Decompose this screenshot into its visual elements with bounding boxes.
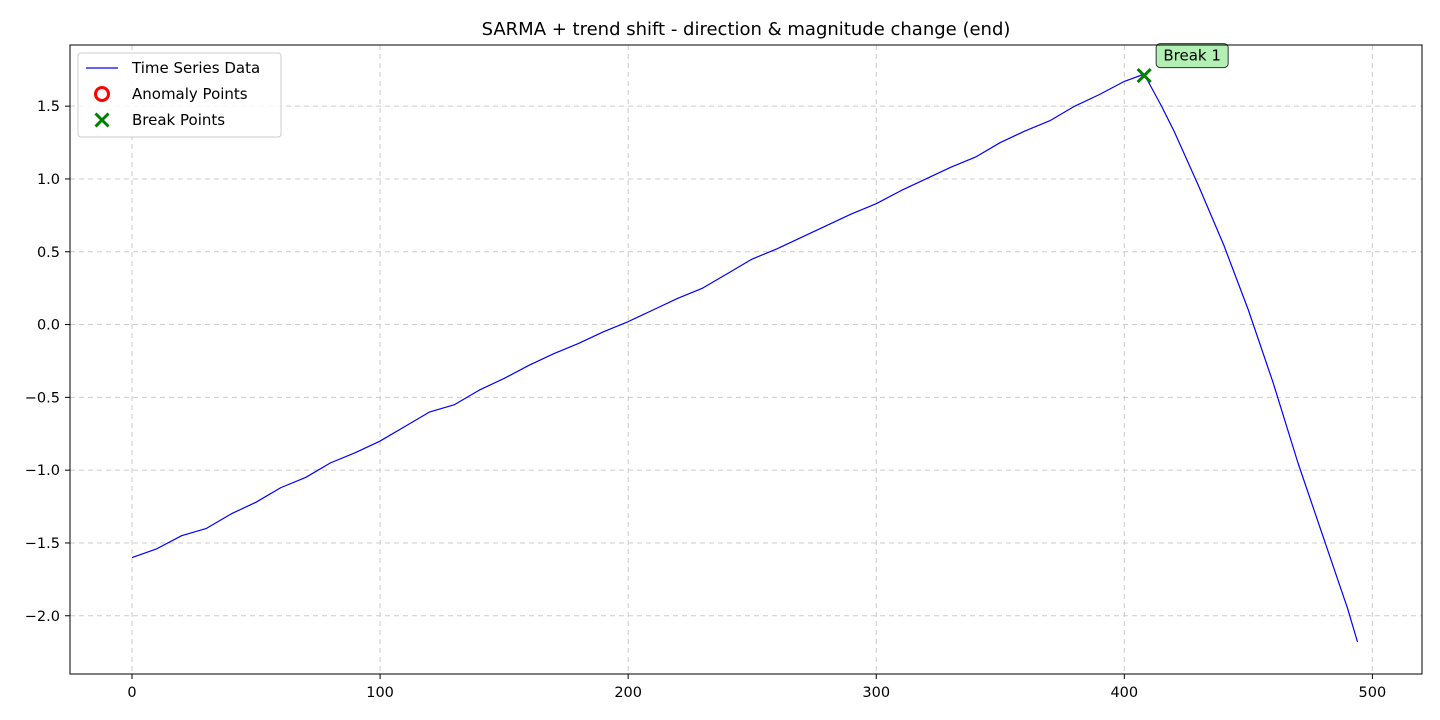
y-tick-label: −0.5 (25, 390, 60, 406)
legend-label: Break Points (132, 111, 225, 129)
legend-label: Anomaly Points (132, 85, 248, 103)
chart-title: SARMA + trend shift - direction & magnit… (482, 19, 1011, 40)
axis-ticks: 0 100 200 300 400 500 −2.0 −1.5 −1.0 −0.5 0.0 0.5 1.… (25, 99, 1386, 701)
y-tick-label: 0.0 (37, 318, 60, 334)
legend-box (77, 52, 282, 138)
break-annotation-box (1155, 43, 1229, 69)
x-tick-label: 0 (127, 685, 136, 701)
x-tick-label: 100 (366, 685, 394, 701)
x-tick-label: 300 (862, 685, 890, 701)
legend-entry: Time Series Data (86, 59, 260, 77)
y-tick-label: −2.0 (25, 609, 60, 625)
y-tick-label: −1.5 (25, 536, 60, 552)
legend-circle-swatch (94, 86, 110, 102)
grid (70, 45, 1422, 674)
break-annotation-label: Break 1 (1163, 47, 1221, 65)
y-tick-label: 0.5 (37, 245, 60, 261)
series-line-time-series-data (131, 73, 1359, 643)
break-point-stroke (1136, 68, 1152, 84)
x-tick-label: 400 (1110, 685, 1138, 701)
y-tick-label: 1.5 (37, 99, 60, 115)
legend-entry: Break Points (94, 111, 225, 129)
break-point-marker (1136, 68, 1152, 84)
annotations-layer: Break 1 (1155, 43, 1229, 69)
legend-entry: Anomaly Points (94, 85, 248, 103)
x-tick-label: 500 (1359, 685, 1387, 701)
break-annotation: Break 1 (1155, 43, 1229, 69)
plot-frame (69, 44, 1423, 675)
legend-x-swatch (94, 112, 110, 128)
y-tick-label: 1.0 (37, 172, 60, 188)
x-tick-label: 200 (614, 685, 642, 701)
legend-label: Time Series Data (131, 59, 260, 77)
y-tick-label: −1.0 (25, 463, 60, 479)
legend: Time Series Data Anomaly Points Break Poin… (77, 52, 282, 138)
series-layer (131, 73, 1359, 643)
markers-layer (1136, 68, 1152, 84)
